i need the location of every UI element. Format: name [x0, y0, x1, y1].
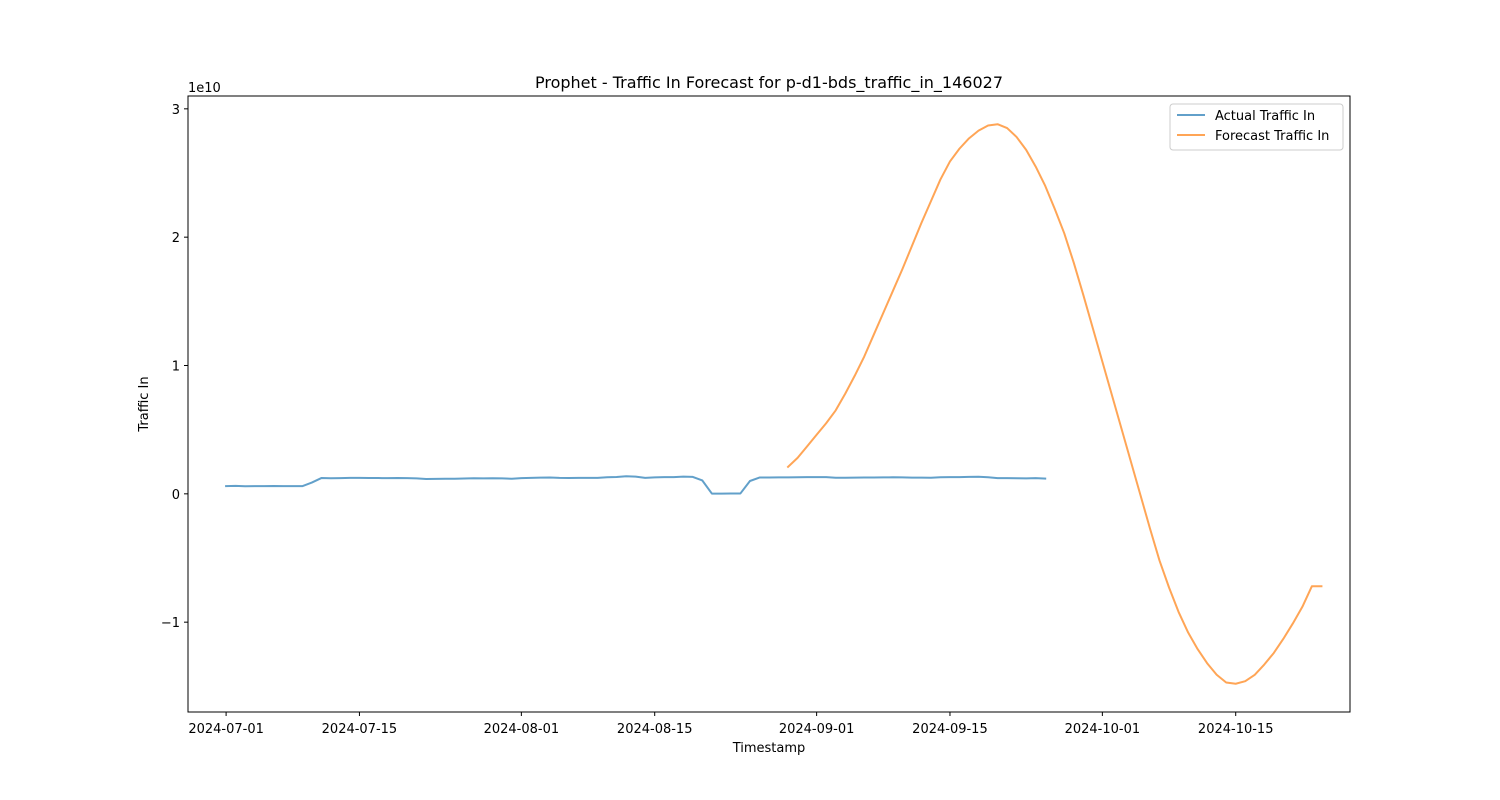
y-tick-label: 1: [172, 360, 180, 375]
legend-label-actual: Actual Traffic In: [1215, 109, 1315, 124]
x-tick-label: 2024-07-01: [188, 722, 264, 737]
x-axis-label: Timestamp: [732, 741, 806, 756]
x-tick-label: 2024-10-15: [1198, 722, 1274, 737]
x-tick-label: 2024-07-15: [322, 722, 398, 737]
x-tick-label: 2024-08-01: [484, 722, 560, 737]
y-tick-label: −1: [161, 616, 180, 631]
legend-box: [1169, 103, 1344, 151]
series-line-forecast: [786, 123, 1323, 685]
x-tick-label: 2024-10-01: [1065, 722, 1141, 737]
y-tick-label: 0: [172, 488, 180, 503]
legend-label-forecast: Forecast Traffic In: [1215, 129, 1329, 144]
y-offset-label: 1e10: [188, 81, 221, 96]
y-tick-label: 2: [172, 231, 180, 246]
plot-area: [225, 123, 1323, 685]
x-axis: 2024-07-01 2024-07-15 2024-08-01 2024-08-15…: [188, 712, 1273, 737]
x-tick-label: 2024-08-15: [617, 722, 693, 737]
y-axis-label: Traffic In: [137, 376, 152, 432]
plot-frame: [187, 95, 1351, 713]
series-line-actual: [225, 475, 1047, 495]
x-tick-label: 2024-09-15: [912, 722, 988, 737]
y-tick-label: 3: [172, 103, 180, 118]
chart-title: Prophet - Traffic In Forecast for p-d1-b…: [535, 73, 1003, 93]
legend: Actual Traffic In Forecast Traffic In: [1169, 103, 1344, 151]
y-axis: −1 0 1 2 3: [161, 103, 188, 631]
x-tick-label: 2024-09-01: [779, 722, 855, 737]
